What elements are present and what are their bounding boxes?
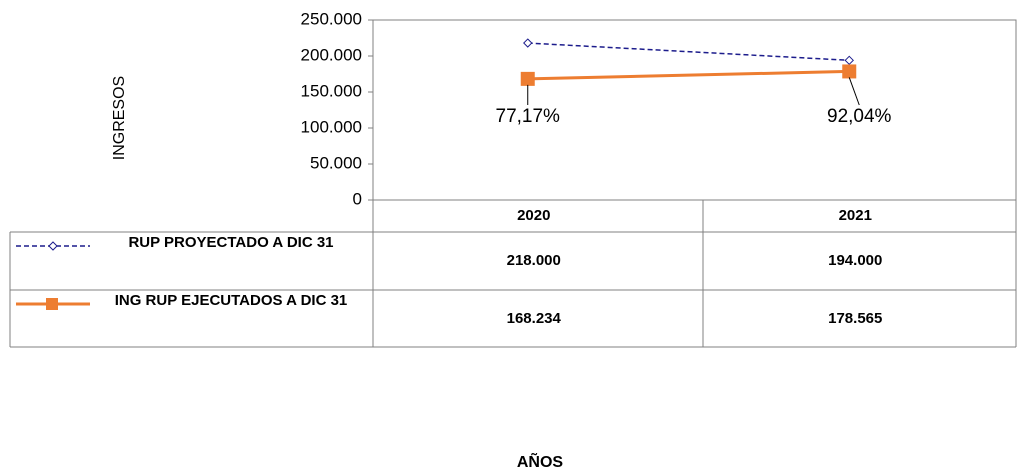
- table-value: 178.565: [828, 309, 883, 327]
- marker: [523, 38, 533, 48]
- y-tick-label: 250.000: [301, 9, 362, 28]
- leader-line: [848, 77, 860, 106]
- series-line: [527, 42, 850, 62]
- table-header: 2021: [838, 207, 872, 224]
- legend-marker: [48, 241, 58, 251]
- table-value: 194.000: [828, 252, 883, 269]
- data-label: 92,04%: [827, 106, 892, 127]
- x-axis-label: AÑOS: [517, 451, 564, 471]
- series-line: [527, 69, 850, 81]
- legend-label: ING RUP EJECUTADOS A DIC 31: [114, 292, 348, 309]
- y-axis-label: INGRESOS: [111, 76, 128, 160]
- plot-border: [372, 19, 1017, 201]
- y-tick-label: 150.000: [301, 81, 362, 100]
- legend-marker: [46, 298, 58, 310]
- y-tick-label: 200.000: [301, 45, 362, 64]
- y-tick-label: 50.000: [310, 153, 362, 172]
- marker: [842, 64, 857, 79]
- data-label: 77,17%: [496, 106, 561, 127]
- table-header: 2020: [517, 207, 551, 224]
- y-tick-label: 0: [353, 189, 362, 208]
- marker: [844, 55, 854, 66]
- table-value: 218.000: [506, 252, 561, 269]
- legend-label: RUP PROYECTADO A DIC 31: [128, 234, 334, 251]
- y-tick-label: 100.000: [301, 117, 362, 136]
- table-value: 168.234: [506, 309, 561, 327]
- marker: [520, 71, 535, 86]
